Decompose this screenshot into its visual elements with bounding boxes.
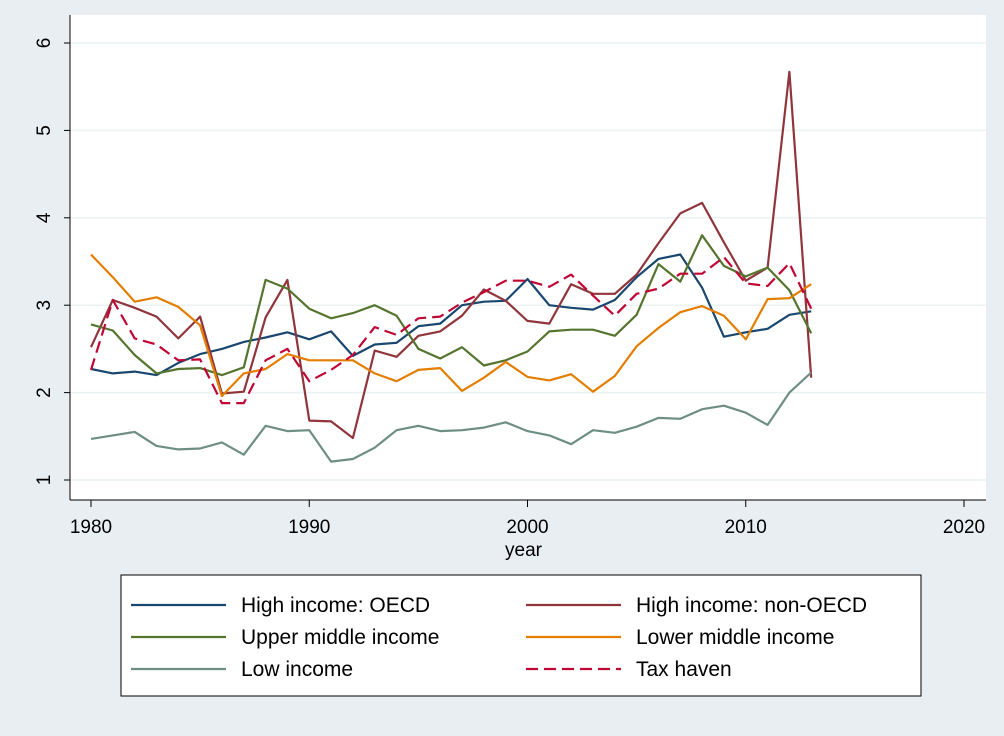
legend-label-2: Upper middle income [241, 626, 439, 649]
series-lines [89, 70, 813, 463]
series-line-4 [90, 371, 812, 463]
plot-region [70, 15, 986, 500]
series-line-2 [90, 234, 813, 377]
x-tick-label: 2010 [725, 517, 767, 538]
y-tick-label: 6 [34, 38, 55, 49]
x-tick-label: 2020 [943, 517, 985, 538]
series-line-1 [90, 70, 813, 440]
legend: High income: OECD High income: non-OECD Up… [120, 574, 922, 697]
x-axis-label: year [505, 540, 543, 561]
legend-label-0: High income: OECD [241, 594, 430, 617]
series-line-3 [90, 253, 812, 398]
legend-label-4: Low income [241, 658, 353, 681]
legend-label-3: Lower middle income [636, 626, 834, 649]
y-tick-label: 4 [34, 212, 55, 223]
axes: 1 2 3 4 5 6 1980 1990 2000 2010 2020 [34, 15, 986, 538]
series-line-5 [89, 256, 813, 405]
y-tick-label: 1 [34, 475, 55, 486]
x-tick-label: 1990 [288, 517, 330, 538]
legend-label-1: High income: non-OECD [636, 594, 867, 617]
legend-box [120, 574, 922, 697]
legend-label-5: Tax haven [636, 658, 732, 681]
x-tick-label: 1980 [70, 517, 112, 538]
y-tick-label: 3 [34, 300, 55, 311]
y-tick-label: 5 [34, 125, 55, 136]
y-tick-label: 2 [34, 387, 55, 398]
x-tick-label: 2000 [506, 517, 548, 538]
